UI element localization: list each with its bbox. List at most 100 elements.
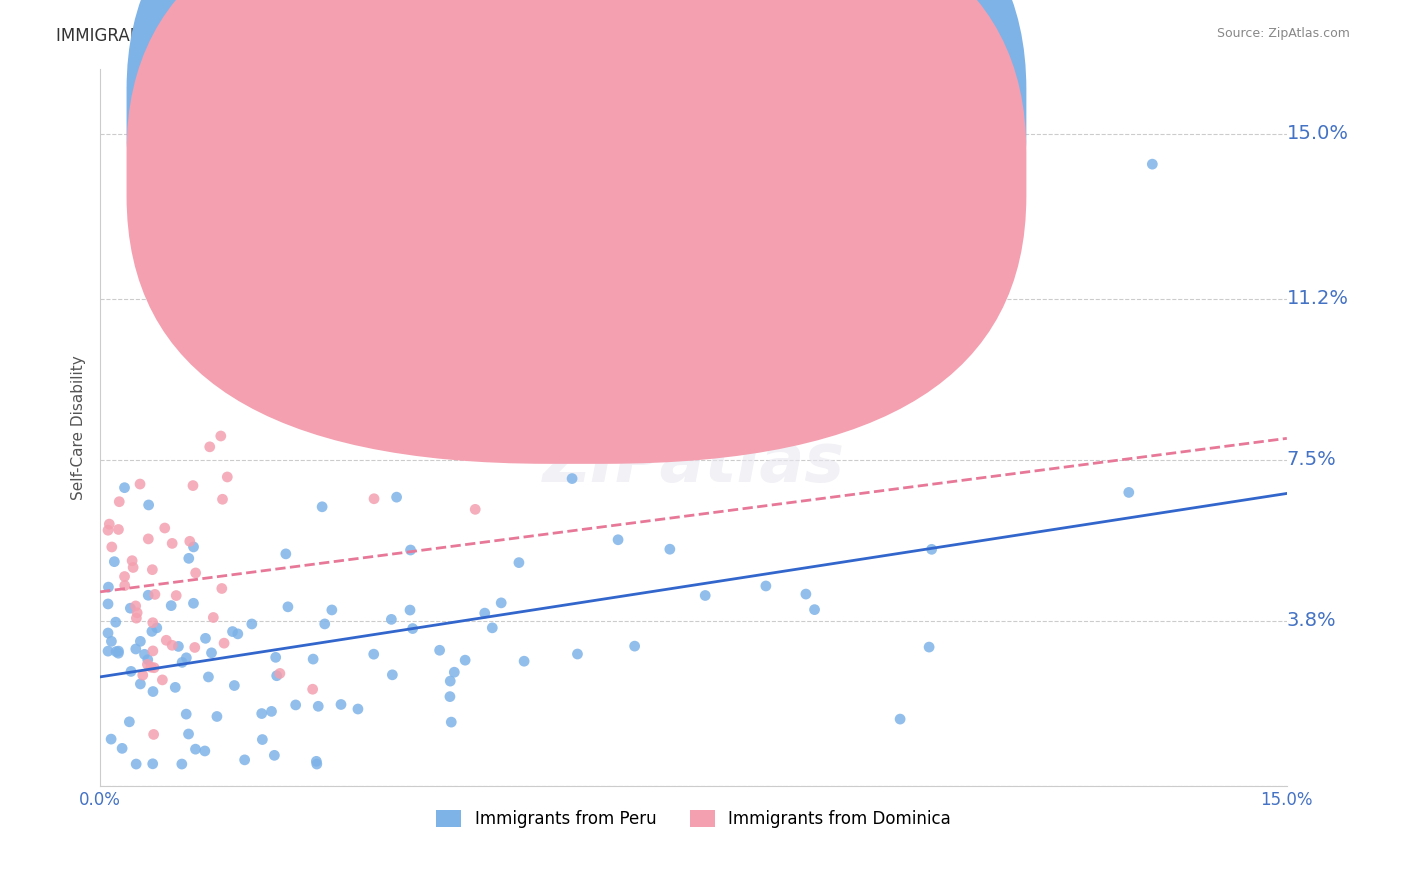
- Point: [120, 601, 142, 615]
- Point: [107, 644, 129, 658]
- Point: [139, 660, 162, 674]
- Point: [211, 492, 233, 507]
- Point: [114, 481, 136, 495]
- Point: [160, 536, 183, 550]
- Point: [889, 712, 911, 726]
- Text: Source: ZipAtlas.com: Source: ZipAtlas.com: [1216, 27, 1350, 40]
- Point: [381, 668, 404, 682]
- Point: [921, 542, 943, 557]
- Point: [170, 757, 193, 772]
- Point: [198, 440, 221, 454]
- Point: [226, 627, 249, 641]
- Point: [399, 603, 422, 617]
- Point: [97, 523, 120, 537]
- Text: 0.078: 0.078: [661, 169, 713, 187]
- Point: [194, 632, 217, 646]
- Point: [146, 621, 169, 635]
- Point: [141, 624, 163, 639]
- Point: [100, 634, 122, 648]
- Point: [429, 643, 451, 657]
- Point: [177, 551, 200, 566]
- Point: [440, 715, 463, 730]
- Point: [658, 542, 681, 557]
- Point: [132, 668, 155, 682]
- Point: [474, 606, 496, 620]
- Point: [129, 477, 152, 491]
- Point: [183, 596, 205, 610]
- Point: [114, 569, 136, 583]
- Y-axis label: Self-Care Disability: Self-Care Disability: [72, 355, 86, 500]
- Point: [263, 748, 285, 763]
- Point: [277, 599, 299, 614]
- Point: [165, 589, 187, 603]
- Point: [302, 652, 325, 666]
- Point: [202, 610, 225, 624]
- Point: [399, 543, 422, 558]
- Point: [167, 640, 190, 654]
- Point: [108, 494, 131, 508]
- Point: [240, 617, 263, 632]
- Point: [179, 534, 201, 549]
- Point: [121, 554, 143, 568]
- Point: [260, 705, 283, 719]
- Point: [160, 599, 183, 613]
- Point: [194, 744, 217, 758]
- Point: [142, 644, 165, 658]
- Point: [454, 653, 477, 667]
- Point: [142, 727, 165, 741]
- Point: [918, 640, 941, 654]
- Point: [607, 533, 630, 547]
- Point: [97, 597, 120, 611]
- Point: [153, 521, 176, 535]
- Point: [269, 666, 291, 681]
- Point: [1118, 485, 1140, 500]
- Point: [136, 657, 159, 672]
- Point: [125, 642, 148, 657]
- Point: [794, 587, 817, 601]
- Point: [508, 556, 530, 570]
- Point: [217, 470, 239, 484]
- Point: [129, 677, 152, 691]
- Point: [129, 634, 152, 648]
- Point: [561, 472, 583, 486]
- Point: [165, 681, 187, 695]
- Point: [755, 579, 778, 593]
- Point: [380, 612, 402, 626]
- Point: [250, 706, 273, 721]
- Point: [138, 498, 160, 512]
- Text: 15.0%: 15.0%: [1286, 124, 1348, 144]
- Text: 100: 100: [794, 107, 830, 125]
- Point: [489, 596, 512, 610]
- Point: [111, 741, 134, 756]
- Point: [142, 684, 165, 698]
- Point: [176, 650, 198, 665]
- Point: [363, 647, 385, 661]
- Point: [209, 429, 232, 443]
- Point: [1142, 157, 1164, 171]
- Point: [142, 756, 165, 771]
- Point: [141, 563, 163, 577]
- Point: [443, 665, 465, 680]
- Point: [98, 517, 121, 532]
- Point: [513, 654, 536, 668]
- Point: [321, 603, 343, 617]
- Text: 11.2%: 11.2%: [1286, 289, 1348, 309]
- Text: N =: N =: [752, 107, 783, 125]
- Point: [120, 665, 142, 679]
- Point: [103, 555, 125, 569]
- Point: [221, 624, 243, 639]
- Point: [439, 674, 461, 689]
- Point: [252, 732, 274, 747]
- Point: [181, 478, 204, 492]
- Point: [97, 580, 120, 594]
- Point: [197, 670, 219, 684]
- Point: [567, 647, 589, 661]
- Text: 44: 44: [794, 169, 818, 187]
- Point: [274, 547, 297, 561]
- Point: [143, 661, 166, 675]
- Point: [118, 714, 141, 729]
- Point: [184, 566, 207, 580]
- Point: [107, 646, 129, 660]
- Text: 3.8%: 3.8%: [1286, 611, 1337, 630]
- Point: [211, 582, 233, 596]
